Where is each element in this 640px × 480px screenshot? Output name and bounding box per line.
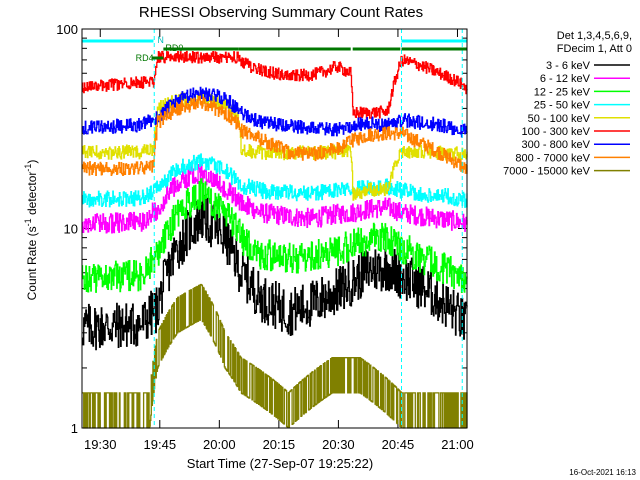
x-axis-label: Start Time (27-Sep-07 19:25:22) xyxy=(187,456,373,471)
series-line-100-300-kev xyxy=(81,50,468,119)
series-line-300-800-kev xyxy=(81,86,468,138)
legend-label: 50 - 100 keV xyxy=(528,113,591,125)
x-tick-label: 19:30 xyxy=(84,437,117,452)
rd4-label: RD4 xyxy=(136,53,154,63)
legend-label: 100 - 300 keV xyxy=(522,126,591,138)
series-line-7000-15000-kev xyxy=(82,283,468,429)
series-line-6-12-kev xyxy=(81,163,468,234)
y-axis-label: Count Rate (s-1 detector-1) xyxy=(23,160,39,301)
x-tick-labels: 19:30 19:45 20:00 20:15 20:30 20:45 21:00 xyxy=(84,437,474,452)
legend-label: 6 - 12 keV xyxy=(540,73,591,85)
legend-label: 3 - 6 keV xyxy=(546,60,591,72)
x-tick-label: 20:30 xyxy=(322,437,355,452)
series-line-800-7000-kev xyxy=(81,95,468,177)
x-tick-label: 20:45 xyxy=(382,437,415,452)
x-tick-label: 20:15 xyxy=(263,437,296,452)
series-line-50-100-kev xyxy=(81,91,468,201)
x-tick-label: 19:45 xyxy=(144,437,177,452)
x-tick-label: 21:00 xyxy=(441,437,474,452)
legend-label: 300 - 800 keV xyxy=(522,139,591,151)
legend-label: 25 - 50 keV xyxy=(534,100,591,112)
legend-header-fdecim: FDecim 1, Att 0 xyxy=(557,43,632,55)
legend-label: 7000 - 15000 keV xyxy=(503,166,591,178)
legend-header-detectors: Det 1,3,4,5,6,9, xyxy=(557,30,632,42)
legend-label: 12 - 25 keV xyxy=(534,86,591,98)
series-group xyxy=(81,50,468,429)
plot-frame xyxy=(81,28,468,429)
series-line-3-6-kev xyxy=(81,194,468,351)
chart-title: RHESSI Observing Summary Count Rates xyxy=(139,4,423,21)
rd0-label: RD0 xyxy=(165,43,183,53)
y-tick-label: 10 xyxy=(64,222,78,237)
legend: Det 1,3,4,5,6,9, FDecim 1, Att 0 3 - 6 k… xyxy=(503,30,632,178)
footer-date: 16-Oct-2021 16:13 xyxy=(569,468,636,477)
y-tick-label: 1 xyxy=(71,421,78,436)
x-tick-label: 20:00 xyxy=(203,437,236,452)
series-line-25-50-kev xyxy=(81,153,468,208)
y-tick-labels: 1 10 100 xyxy=(56,22,78,436)
series-line-12-25-kev xyxy=(81,178,468,293)
night-label: N xyxy=(157,35,164,45)
y-tick-label: 100 xyxy=(56,22,78,37)
legend-label: 800 - 7000 keV xyxy=(515,152,590,164)
